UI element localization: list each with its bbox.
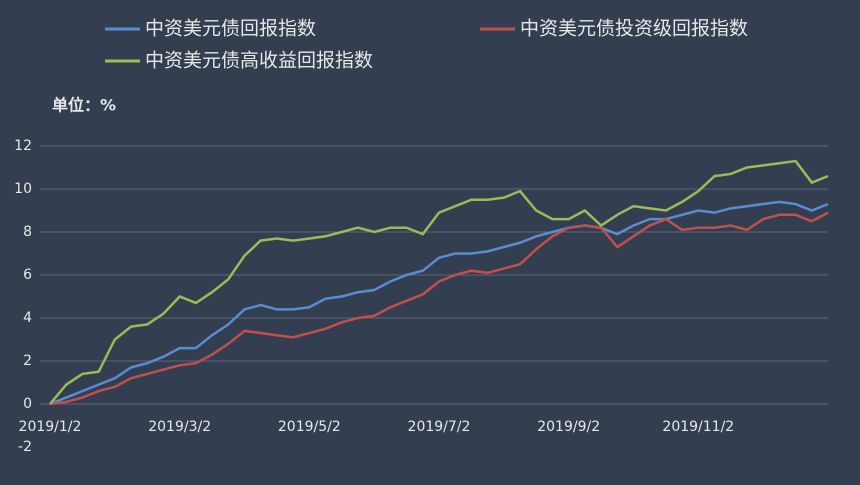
y-tick-label: 8 [23,224,32,240]
unit-label: 单位：% [52,96,116,115]
y-tick-label: 4 [23,310,32,326]
y-tick-label: 0 [23,396,32,412]
legend-label: 中资美元债回报指数 [145,18,316,40]
legend-label: 中资美元债高收益回报指数 [145,50,373,72]
series-line [49,200,829,406]
x-tick-label: 2019/9/2 [537,419,600,435]
y-tick-label: -2 [18,439,32,455]
x-tick-label: 2019/5/2 [278,419,341,435]
x-tick-label: 2019/11/2 [662,419,734,435]
y-tick-label: 2 [23,353,32,369]
y-tick-label: 12 [14,138,32,154]
x-tick-label: 2019/3/2 [148,419,211,435]
series-line [49,159,829,405]
y-tick-label: 6 [23,267,32,283]
legend-label: 中资美元债投资级回报指数 [520,18,748,40]
x-tick-label: 2019/1/2 [19,419,82,435]
x-tick-label: 2019/7/2 [408,419,471,435]
series-line [49,211,829,406]
y-tick-label: 10 [14,181,32,197]
